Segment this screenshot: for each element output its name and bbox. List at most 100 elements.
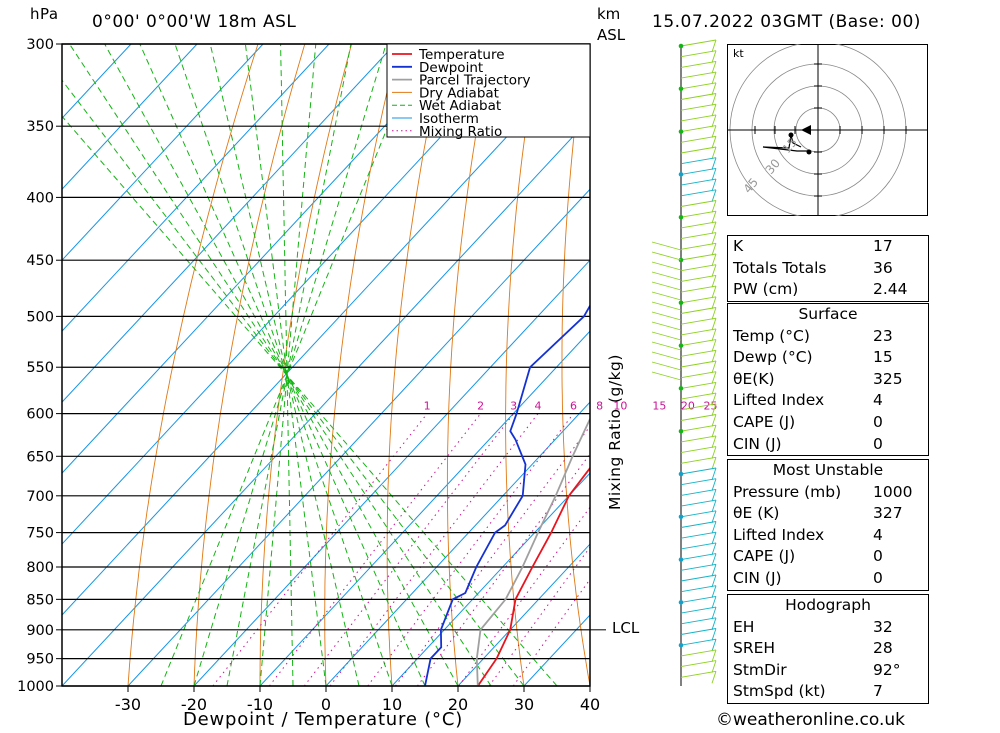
surface-key: Dewp (°C)	[733, 348, 813, 367]
legend-entry: Temperature	[418, 47, 505, 63]
wind-barb	[711, 200, 717, 213]
index-k-value: 17	[873, 237, 893, 255]
pressure-tick-label: 500	[26, 309, 54, 325]
hodo-key: StmDir	[733, 660, 787, 679]
wind-barb	[680, 542, 717, 550]
wind-barb	[711, 392, 717, 406]
mixing-ratio-label: 1	[424, 400, 431, 413]
wind-barb	[711, 596, 717, 609]
surface-value: 325	[873, 369, 903, 388]
wind-barb	[711, 446, 717, 459]
height-unit-km: km	[597, 5, 621, 23]
mixing-ratio-label: 2	[477, 400, 484, 413]
pressure-tick-label: 1000	[17, 679, 54, 695]
wind-barb	[711, 499, 717, 513]
surface-key: Lifted Index	[733, 391, 825, 410]
mixing-ratio-label: 15	[652, 400, 666, 413]
wind-barb	[711, 414, 717, 427]
hodo-value: 7	[873, 682, 883, 701]
wind-level-dot	[678, 300, 684, 306]
wind-barb	[680, 467, 717, 475]
most-unstable-table: Most Unstable Pressure (mb) 1000 θE (K) 32…	[727, 459, 929, 591]
wind-barb	[680, 135, 717, 143]
wind-barb	[680, 574, 717, 582]
temp-tick-label: -20	[181, 695, 207, 714]
isotherm-line	[62, 44, 330, 332]
wet-adiabat-line	[69, 44, 492, 686]
mixing-ratio-label: 6	[570, 400, 577, 413]
wet-adiabat-line	[209, 44, 360, 686]
wind-barb	[680, 339, 717, 347]
mu-value: 0	[873, 568, 883, 587]
pressure-tick-label: 750	[26, 526, 54, 542]
dry-adiabat-line	[669, 44, 722, 686]
copyright-link[interactable]: ©weatheronline.co.uk	[716, 710, 906, 730]
pressure-tick-label: 300	[26, 37, 54, 53]
wind-level-dot	[678, 129, 684, 134]
wind-barb	[680, 178, 717, 186]
wind-barb	[680, 50, 717, 58]
wet-adiabat-line	[160, 44, 422, 686]
wind-barb	[711, 425, 717, 438]
wind-barb	[680, 71, 717, 79]
wind-barb	[680, 157, 717, 165]
legend-entry: Wet Adiabat	[419, 98, 501, 114]
dry-adiabat-line	[446, 44, 493, 686]
wet-adiabat-line	[62, 115, 558, 686]
wind-barb	[651, 341, 682, 351]
wind-barb	[680, 456, 717, 464]
isotherm-line	[62, 46, 590, 616]
wind-barb	[711, 360, 717, 374]
hodo-key: StmSpd (kt)	[733, 682, 826, 701]
pressure-tick-label: 650	[26, 449, 54, 465]
hodo-key: EH	[733, 617, 755, 636]
mixing-ratio-line	[329, 413, 539, 686]
wind-barb	[711, 157, 717, 170]
mixing-ratio-label: 3	[510, 400, 517, 413]
mu-key: Lifted Index	[733, 525, 825, 544]
mu-value: 4	[873, 525, 883, 544]
wind-barb	[680, 392, 717, 400]
index-k-key: K	[733, 237, 744, 255]
index-pw-key: PW (cm)	[733, 280, 799, 299]
wind-barb	[680, 60, 717, 68]
plot-frame	[61, 43, 591, 687]
wet-adiabat-line	[104, 44, 459, 686]
wind-level-dot	[678, 557, 684, 562]
wind-barb	[711, 275, 717, 288]
surface-value: 23	[873, 326, 893, 345]
wind-level-dot	[678, 642, 684, 648]
wind-barb	[680, 499, 717, 507]
wind-barb	[711, 82, 717, 95]
isotherm-line	[127, 188, 590, 686]
wind-barb	[680, 563, 717, 571]
surface-value: 0	[873, 434, 883, 453]
wet-adiabat-line	[62, 79, 525, 686]
wind-barb	[680, 488, 717, 496]
temperature-line	[477, 466, 590, 686]
wind-barb	[651, 371, 682, 381]
wind-barb	[651, 321, 682, 331]
wind-barb	[711, 136, 717, 149]
wind-barb	[680, 221, 717, 229]
wind-barb	[711, 639, 717, 652]
wind-barb	[711, 253, 717, 267]
dewpoint-line	[424, 304, 590, 686]
pressure-tick-label: 550	[26, 360, 54, 376]
surface-value: 15	[873, 348, 893, 367]
wind-barb	[711, 39, 717, 53]
wind-barb	[711, 104, 717, 117]
wind-barb	[680, 595, 717, 603]
isotherm-line	[62, 117, 590, 686]
legend-entry: Parcel Trajectory	[419, 73, 531, 89]
mixing-ratio-label: 10	[613, 400, 627, 413]
wind-barb	[680, 242, 717, 250]
wind-barb	[711, 532, 717, 545]
temp-tick-label: 30	[514, 695, 534, 714]
wind-barb	[711, 467, 717, 481]
isotherm-line	[325, 401, 590, 686]
mixing-ratio-label: 8	[596, 400, 603, 413]
wind-barb	[711, 660, 717, 673]
wind-barb	[711, 211, 717, 224]
wind-barb	[680, 638, 717, 646]
